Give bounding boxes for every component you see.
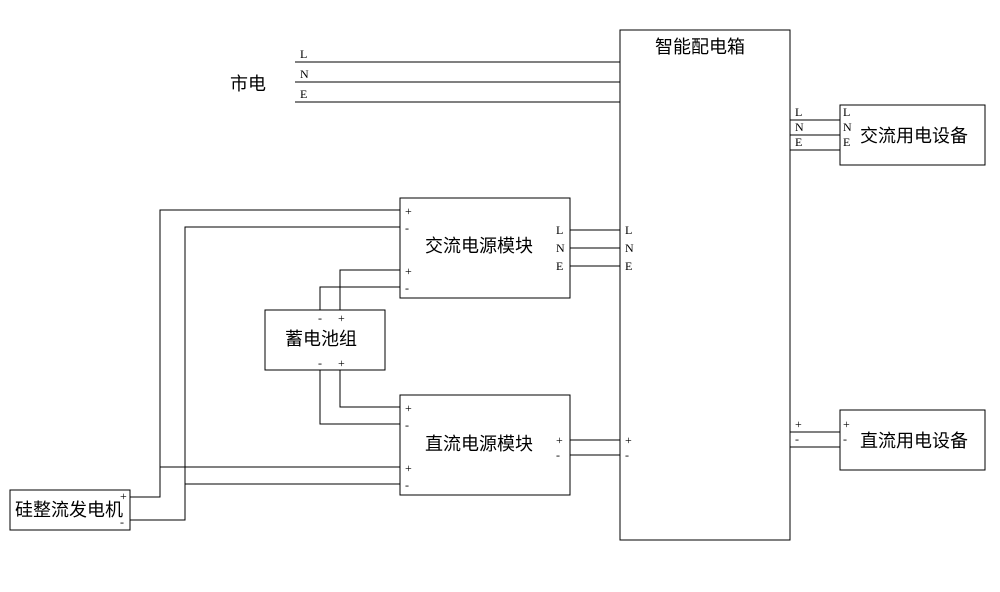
ac-module-label: 交流电源模块 [425,236,533,256]
dcmod-in-plus1: + [405,401,412,415]
smart-out-L: L [795,105,802,119]
mains-N: N [300,67,309,81]
smart-in-plus: + [625,433,632,447]
smart-box-label: 智能配电箱 [655,37,745,57]
acmod-in-plus2: + [405,264,412,278]
mains-L: L [300,47,307,61]
smart-out-minus: - [795,432,799,446]
dcmod-in-minus1: - [405,418,409,432]
dcmod-in-minus2: - [405,478,409,492]
dcload-in-plus: + [843,417,850,431]
acmod-out-N: N [556,241,565,255]
dcmod-in-plus2: + [405,461,412,475]
smart-distribution-box [620,30,790,540]
battery-label: 蓄电池组 [285,329,357,349]
acload-in-N: N [843,120,852,134]
smart-out-plus: + [795,417,802,431]
bat-top-minus: - [318,311,322,325]
bat-bot-minus: - [318,356,322,370]
bat-acmod-plus [340,270,400,310]
power-system-diagram: 智能配电箱 市电 L N E 交流用电设备 L L N N E E 直流用电设备… [0,0,1000,592]
acmod-in-minus1: - [405,221,409,235]
smart-in-L2: L [625,223,632,237]
dcmod-out-plus: + [556,433,563,447]
gen-minus-bus [130,227,400,520]
bat-dcmod-minus [320,370,400,424]
acmod-out-L: L [556,223,563,237]
ac-load-label: 交流用电设备 [860,126,968,146]
smart-in-E2: E [625,259,632,273]
dc-module-label: 直流电源模块 [425,434,533,454]
dcmod-out-minus: - [556,448,560,462]
bat-dcmod-plus [340,370,400,407]
mains-E: E [300,87,307,101]
acload-in-L: L [843,105,850,119]
dc-load-label: 直流用电设备 [860,431,968,451]
gen-plus: + [120,489,127,503]
dcload-in-minus: - [843,432,847,446]
bat-top-plus: + [338,311,345,325]
smart-in-minus: - [625,448,629,462]
bat-bot-plus: + [338,356,345,370]
bat-acmod-minus [320,287,400,310]
generator-label: 硅整流发电机 [15,500,123,520]
smart-out-N: N [795,120,804,134]
acload-in-E: E [843,135,850,149]
gen-minus: - [120,515,124,529]
smart-in-N2: N [625,241,634,255]
acmod-in-minus2: - [405,281,409,295]
mains-label: 市电 [230,74,266,94]
acmod-out-E: E [556,259,563,273]
smart-out-E: E [795,135,802,149]
acmod-in-plus1: + [405,204,412,218]
